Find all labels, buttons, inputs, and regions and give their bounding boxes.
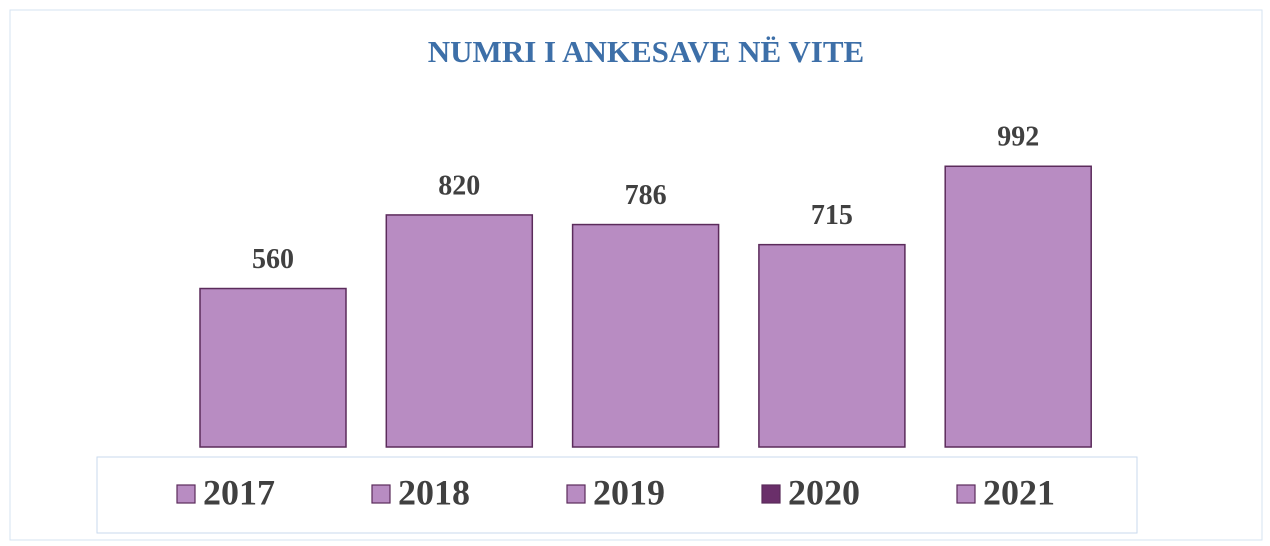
chart-title: NUMRI I ANKESAVE NË VITE <box>428 34 864 69</box>
legend-swatch <box>566 484 586 504</box>
legend-swatch <box>761 484 781 504</box>
legend-label: 2021 <box>983 472 1055 512</box>
bar <box>944 165 1092 448</box>
value-label: 786 <box>625 180 667 211</box>
value-label: 992 <box>997 122 1039 153</box>
legend-swatch <box>956 484 976 504</box>
value-label: 560 <box>252 244 294 275</box>
legend-label: 2017 <box>203 472 275 512</box>
legend-label: 2020 <box>788 472 860 512</box>
value-label: 820 <box>438 170 480 201</box>
legend-label: 2019 <box>593 472 665 512</box>
bar <box>199 287 347 448</box>
legend-swatch <box>176 484 196 504</box>
value-label: 715 <box>811 200 853 231</box>
bar <box>571 223 720 448</box>
legend-swatch <box>371 484 391 504</box>
bar <box>758 243 906 448</box>
bar <box>385 214 534 448</box>
legend-label: 2018 <box>398 472 470 512</box>
